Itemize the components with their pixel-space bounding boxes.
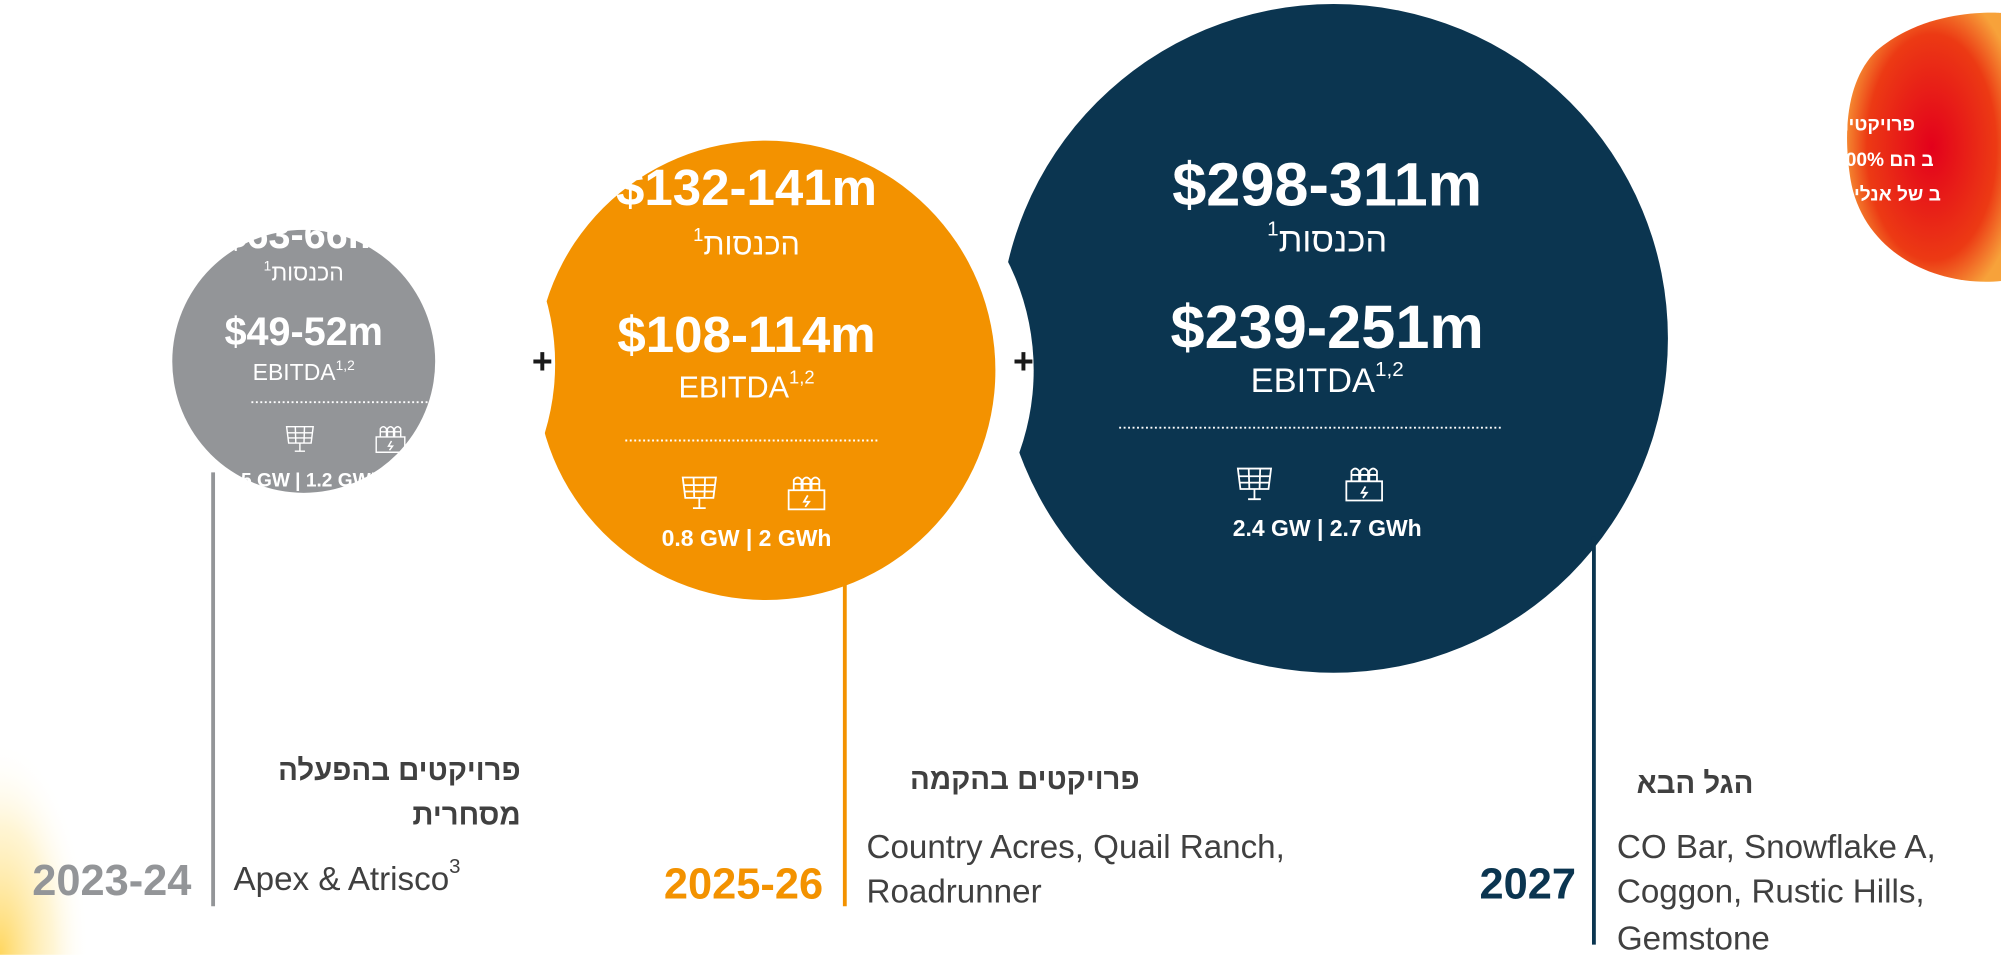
project-text: CO Bar, Snowflake A, — [1617, 829, 1936, 866]
footnote-mark: 1,2 — [1375, 358, 1404, 381]
stage-title: מסחרית — [412, 799, 520, 832]
project-text: Coggon, Rustic Hills, — [1617, 873, 1925, 910]
stage-title: הגל הבא — [1637, 767, 1754, 800]
project-list: Roadrunner — [867, 873, 1042, 910]
project-text: Country Acres, Quail Ranch, — [867, 829, 1285, 866]
stage-title: פרויקטים בהפעלה — [278, 754, 521, 787]
revenue-value: $298-311m — [1172, 150, 1482, 218]
metric-label: 1הכנסות — [1267, 218, 1387, 260]
label-text: EBITDA — [1251, 362, 1375, 400]
revenue-value: $63-66m — [225, 213, 383, 257]
callout-text: ב של אנלייט — [1835, 185, 1941, 206]
project-list: Coggon, Rustic Hills, — [1617, 873, 1925, 910]
revenue-value: $132-141m — [616, 159, 877, 216]
project-list: Apex & Atrisco3 — [234, 856, 461, 897]
period: 2027 — [1480, 861, 1577, 909]
footnote-mark: 1 — [1267, 218, 1279, 241]
project-text: Apex & Atrisco — [234, 861, 450, 898]
project-list: CO Bar, Snowflake A, — [1617, 829, 1936, 866]
project-list: Country Acres, Quail Ranch, — [867, 829, 1285, 866]
label-text: EBITDA — [678, 371, 789, 405]
plus-sign: + — [1013, 341, 1034, 381]
capacity: 2.4 GW | 2.7 GWh — [1233, 515, 1422, 541]
ebitda-value: $108-114m — [617, 306, 875, 363]
callout-blob — [1847, 13, 2001, 282]
metric-label: 1הכנסות — [264, 258, 344, 285]
project-list: Gemstone — [1617, 921, 1770, 955]
capacity: 0.5 GW | 1.2 GWh — [225, 470, 382, 491]
project-text: Gemstone — [1617, 921, 1770, 955]
callout-text: פרויקטים — [1835, 114, 1915, 135]
callout-text: ב הם 100% — [1835, 150, 1934, 171]
footnote-mark: 1 — [264, 258, 272, 273]
label-text: הכנסות — [1279, 222, 1388, 260]
footnote-mark: 1,2 — [336, 358, 355, 373]
label-text: הכנסות — [271, 260, 343, 286]
stage-title: פרויקטים בהקמה — [910, 763, 1140, 796]
ebitda-value: $239-251m — [1171, 293, 1484, 361]
footnote-mark: 3 — [449, 856, 460, 878]
capacity: 0.8 GW | 2 GWh — [662, 525, 832, 551]
footnote-mark: 1 — [693, 224, 703, 245]
ebitda-value: $49-52m — [225, 310, 383, 354]
period: 2025-26 — [664, 861, 823, 909]
label-text: EBITDA — [253, 359, 337, 385]
infographic: $63-66m1הכנסות$49-52mEBITDA1,20.5 GW | 1… — [0, 0, 2001, 955]
label-text: הכנסות — [703, 228, 800, 262]
project-text: Roadrunner — [867, 873, 1042, 910]
metric-label: 1הכנסות — [693, 224, 800, 262]
page: { "stages": [ { "revenue": "$63-66m", "r… — [0, 0, 2001, 955]
footnote-mark: 1,2 — [789, 367, 815, 388]
period: 2023-24 — [32, 857, 191, 905]
plus-sign: + — [532, 341, 553, 381]
corner-glow — [0, 740, 89, 954]
